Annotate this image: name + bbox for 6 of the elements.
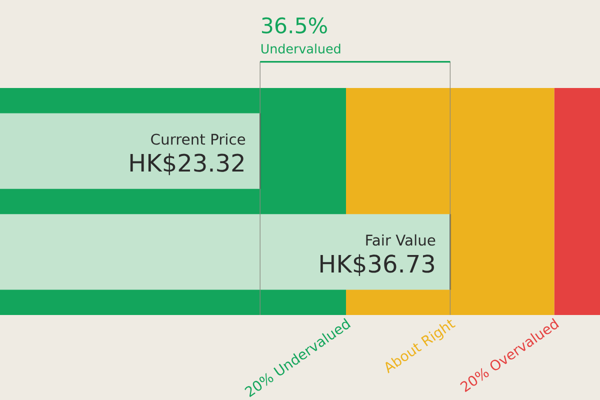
y-tick-label: Fair Value: [366, 234, 436, 246]
text: 36.5%: [262, 17, 327, 34]
y-tick-label: Current Price: [151, 133, 246, 145]
data-label: HK$23.32: [130, 153, 244, 176]
data-label: HK$36.73: [320, 254, 434, 276]
text: Undervalued: [261, 44, 340, 54]
